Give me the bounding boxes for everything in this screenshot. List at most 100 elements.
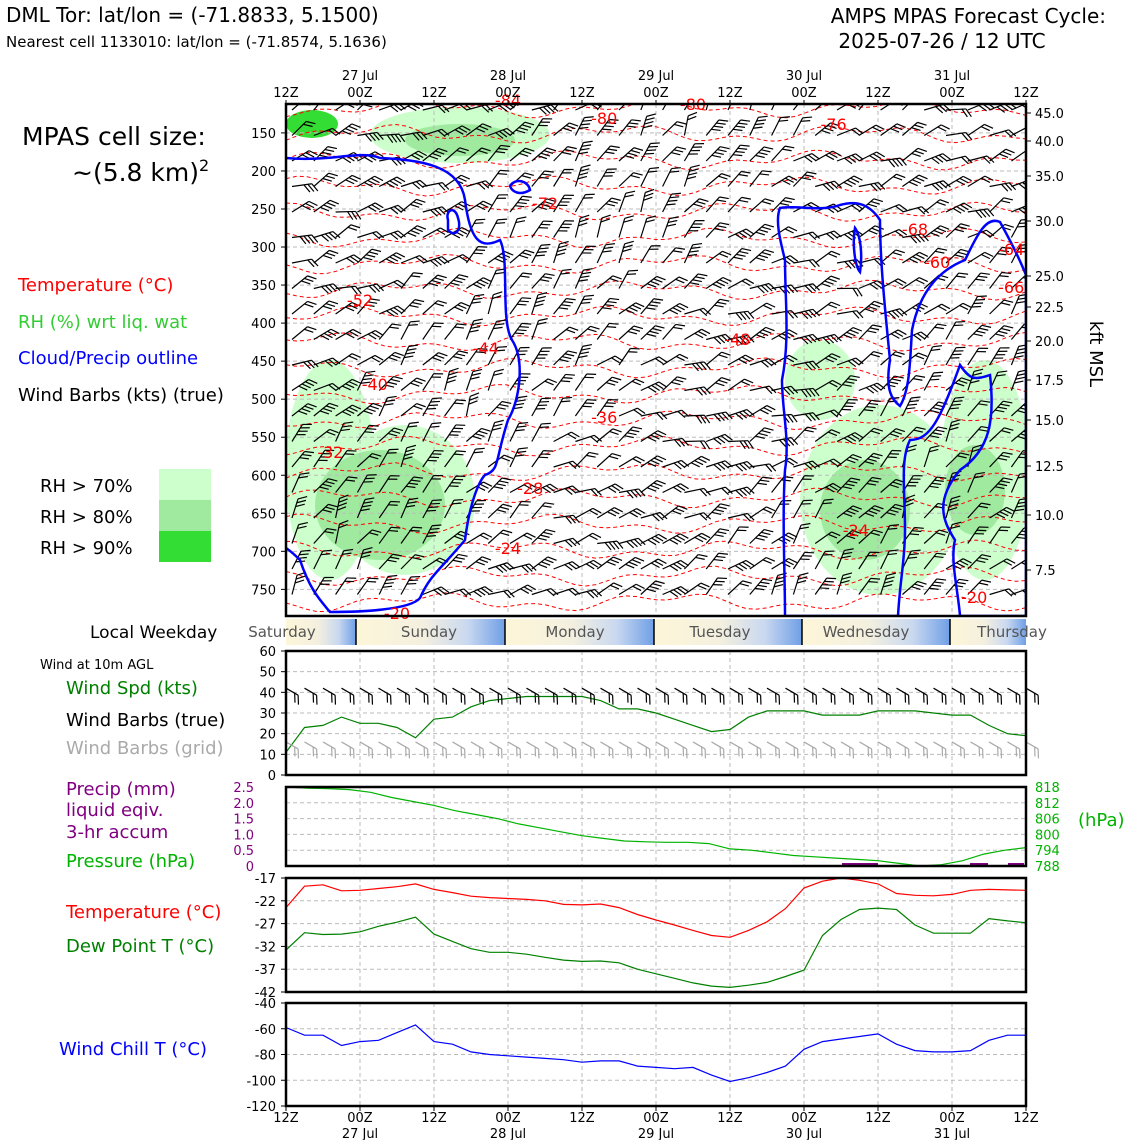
upper-wind-barb bbox=[422, 474, 443, 493]
upper-wind-barb bbox=[575, 532, 602, 545]
temperature-contour-label: -36 bbox=[591, 408, 617, 427]
upper-wind-barb bbox=[575, 588, 603, 599]
temp-tick-label: -17 bbox=[255, 872, 276, 887]
upper-wind-barb bbox=[858, 151, 886, 162]
upper-wind-barb bbox=[618, 325, 644, 340]
upper-wind-barb bbox=[880, 572, 896, 595]
upper-wind-barb bbox=[640, 455, 667, 468]
upper-wind-barb bbox=[967, 272, 990, 289]
upper-wind-barb bbox=[662, 323, 686, 340]
surface-wind-barb bbox=[489, 687, 503, 705]
upper-wind-barb bbox=[553, 396, 573, 417]
upper-wind-barb bbox=[945, 108, 972, 118]
grid-wind-barb bbox=[840, 741, 855, 759]
grid-wind-barb bbox=[822, 741, 836, 759]
upper-wind-barb bbox=[466, 532, 493, 545]
upper-wind-barb bbox=[749, 282, 777, 294]
upper-wind-barb bbox=[422, 499, 442, 519]
upper-wind-barb bbox=[662, 276, 688, 289]
upper-wind-barb bbox=[684, 512, 712, 521]
wind-tick-label: 60 bbox=[259, 645, 276, 660]
upper-wind-barb bbox=[923, 445, 940, 468]
wind-tick-label: 0 bbox=[268, 769, 276, 784]
upper-wind-barb bbox=[749, 556, 776, 570]
upper-wind-barb bbox=[422, 227, 449, 239]
upper-wind-barb bbox=[1011, 104, 1026, 112]
upper-wind-barb bbox=[989, 347, 1010, 366]
upper-wind-barb bbox=[335, 174, 362, 187]
upper-wind-barb bbox=[662, 146, 687, 162]
upper-wind-barb bbox=[400, 225, 427, 238]
upper-wind-barb bbox=[553, 194, 574, 213]
upper-wind-barb bbox=[662, 192, 682, 213]
upper-wind-barb bbox=[465, 318, 484, 340]
upper-wind-barb bbox=[705, 298, 730, 315]
precip-tick-label: 2.0 bbox=[233, 797, 254, 812]
upper-wind-barb bbox=[814, 531, 841, 544]
surface-wind-barb bbox=[618, 687, 633, 705]
upper-wind-barb bbox=[923, 225, 950, 238]
upper-wind-barb bbox=[749, 463, 777, 473]
temperature-contour-label: -80 bbox=[591, 109, 617, 128]
precip-tick-label: 1.5 bbox=[233, 813, 254, 828]
upper-wind-barb bbox=[509, 249, 535, 264]
bottom-hour-label: 12Z bbox=[421, 1111, 447, 1126]
legend-barbs-grid: Wind Barbs (grid) bbox=[66, 738, 224, 759]
upper-wind-barb bbox=[400, 575, 421, 595]
upper-wind-barb bbox=[487, 144, 511, 162]
upper-wind-barb bbox=[967, 123, 994, 136]
upper-wind-barb bbox=[531, 198, 557, 213]
upper-wind-barb bbox=[836, 375, 860, 391]
upper-wind-barb bbox=[858, 124, 885, 137]
upper-wind-barb bbox=[596, 214, 611, 238]
upper-wind-barb bbox=[596, 118, 619, 136]
upper-wind-barb bbox=[880, 204, 908, 213]
upper-wind-barb bbox=[356, 497, 375, 519]
upper-wind-barb bbox=[792, 116, 813, 136]
upper-wind-barb bbox=[814, 458, 842, 468]
upper-wind-barb bbox=[858, 300, 884, 315]
surface-wind-barb bbox=[655, 687, 670, 705]
upper-wind-barb bbox=[335, 123, 361, 136]
upper-wind-barb bbox=[662, 586, 690, 598]
upper-wind-barb bbox=[574, 294, 594, 315]
upper-wind-barb bbox=[771, 197, 795, 213]
bottom-hour-label: 00Z bbox=[495, 1111, 521, 1126]
upper-wind-barb bbox=[291, 571, 307, 595]
upper-wind-barb bbox=[466, 147, 491, 162]
upper-wind-barb bbox=[618, 269, 639, 289]
bottom-hour-label: 00Z bbox=[939, 1111, 965, 1126]
cloud-outline bbox=[286, 153, 1026, 616]
temperature-contour bbox=[286, 123, 1026, 144]
upper-wind-barb bbox=[444, 323, 467, 340]
upper-wind-barb bbox=[487, 419, 504, 442]
surface-wind-barb bbox=[896, 687, 910, 705]
top-date-label: 28 Jul bbox=[490, 69, 526, 84]
grid-wind-barb bbox=[544, 741, 559, 759]
upper-wind-barb bbox=[836, 572, 853, 595]
upper-wind-barb bbox=[640, 215, 657, 238]
upper-wind-barb bbox=[335, 476, 358, 493]
surface-wind-barb bbox=[396, 687, 411, 705]
upper-wind-barb bbox=[683, 220, 705, 238]
upper-wind-barb bbox=[574, 268, 593, 289]
upper-wind-barb bbox=[596, 582, 623, 595]
upper-wind-barb bbox=[400, 320, 420, 340]
upper-wind-barb bbox=[335, 494, 349, 519]
surface-wind-barb bbox=[544, 687, 559, 705]
grid-wind-barb bbox=[285, 741, 300, 759]
upper-wind-barb bbox=[793, 258, 820, 268]
pressure-tick-label: 200 bbox=[251, 165, 276, 180]
upper-wind-barb bbox=[335, 285, 362, 295]
upper-wind-barb bbox=[553, 485, 581, 495]
upper-wind-barb bbox=[596, 297, 620, 315]
temperature-contour bbox=[286, 253, 1026, 275]
upper-wind-barb bbox=[509, 421, 529, 442]
upper-wind-barb bbox=[705, 433, 733, 445]
upper-wind-barb bbox=[684, 455, 711, 468]
upper-wind-barb bbox=[465, 447, 485, 468]
upper-wind-barb bbox=[553, 122, 579, 136]
upper-wind-barb bbox=[945, 155, 973, 165]
wind-tick-label: 40 bbox=[259, 686, 276, 701]
upper-wind-barb bbox=[596, 145, 620, 162]
